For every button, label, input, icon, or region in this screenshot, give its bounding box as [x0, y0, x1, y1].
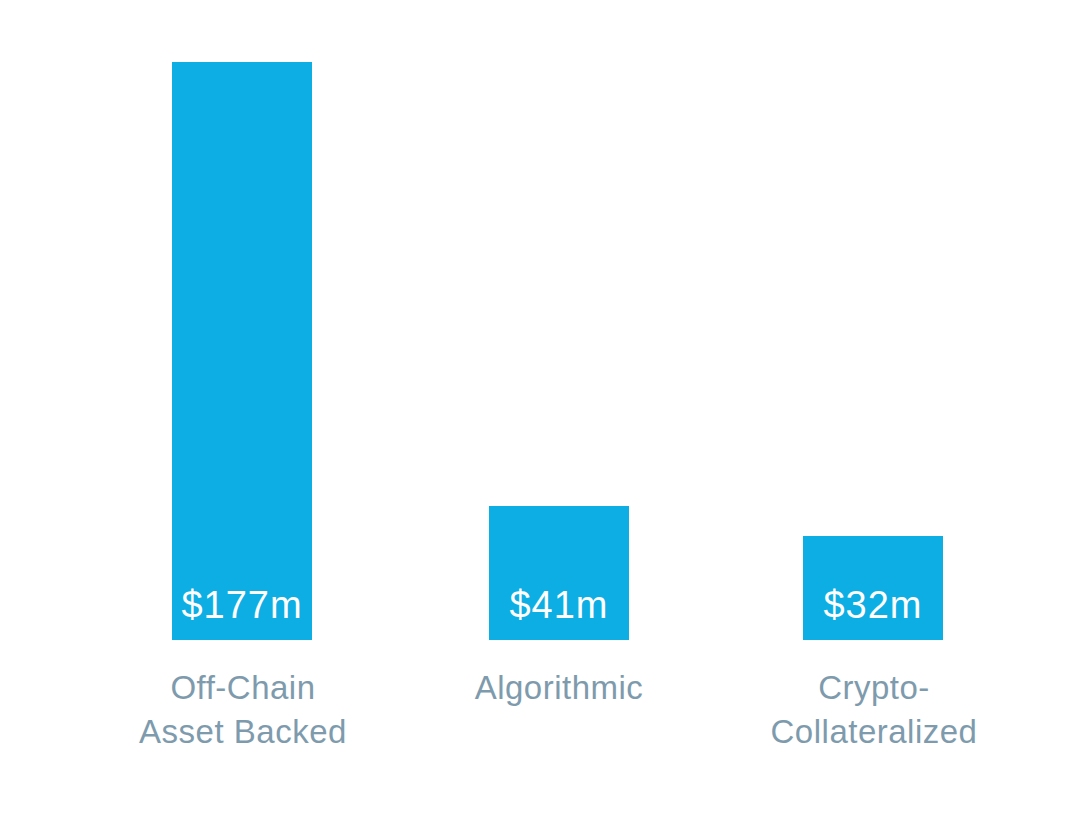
category-label-line: Crypto-: [713, 666, 1035, 710]
bar-algorithmic: $41m: [489, 506, 629, 640]
category-label-crypto-collateralized: Crypto- Collateralized: [713, 666, 1035, 754]
bar-chart: $177m $41m $32m Off-Chain Asset Backed A…: [0, 0, 1080, 819]
bar-off-chain-asset-backed: $177m: [172, 62, 312, 640]
category-label-off-chain-asset-backed: Off-Chain Asset Backed: [82, 666, 404, 754]
category-label-line: Algorithmic: [398, 666, 720, 710]
category-label-line: Off-Chain: [82, 666, 404, 710]
bar-value-label: $41m: [489, 586, 629, 624]
category-label-line: Asset Backed: [82, 710, 404, 754]
category-label-algorithmic: Algorithmic: [398, 666, 720, 710]
bar-value-label: $32m: [803, 586, 943, 624]
bar-crypto-collateralized: $32m: [803, 536, 943, 640]
bar-value-label: $177m: [172, 586, 312, 624]
category-label-line: Collateralized: [713, 710, 1035, 754]
